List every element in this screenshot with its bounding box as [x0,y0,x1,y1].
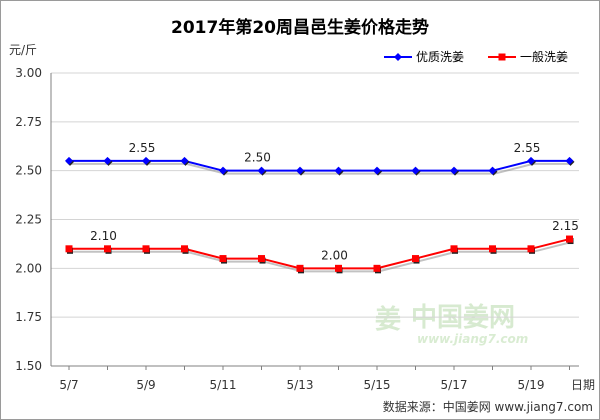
data-point [411,166,420,175]
data-point [450,166,458,175]
data-point [142,245,150,253]
data-point [412,255,419,263]
y-tick-label: 2.00 [15,261,42,275]
data-point [373,264,381,272]
data-point [65,156,73,165]
x-tick-label: 5/9 [136,378,155,392]
data-label: 2.10 [90,229,117,243]
watermark: 姜 中国姜网 www.jiang7.com [375,302,528,346]
grid [51,72,579,318]
y-axis-label: 元/斤 [9,43,37,57]
watermark-logo-glyph: 姜 [375,304,401,335]
data-point [103,156,112,165]
data-point [181,245,188,253]
data-labels: 2.55 2.50 2.55 2.10 2.00 2.15 [90,141,579,262]
x-ticks: 5/7 5/9 5/11 5/13 5/15 5/17 5/19 [59,366,570,392]
data-point [334,166,343,175]
legend: 优质洗姜 一般洗姜 [384,49,568,64]
data-point [373,166,381,175]
data-label: 2.50 [244,151,271,165]
data-point [335,264,342,272]
x-tick-label: 5/7 [59,378,78,392]
data-label: 2.55 [129,141,156,155]
y-tick-label: 1.75 [15,310,42,324]
x-axis-label: 日期 [571,378,595,392]
x-tick-label: 5/13 [287,378,314,392]
x-tick-label: 5/11 [210,378,237,392]
data-point [180,156,189,165]
data-point [450,245,458,253]
data-point [219,166,227,175]
y-tick-label: 2.25 [15,213,42,227]
x-tick-label: 5/15 [364,378,391,392]
data-label: 2.55 [514,141,541,155]
data-point [258,255,265,263]
legend-marker [498,53,506,61]
series-shadow [71,162,572,175]
y-tick-label: 1.50 [15,359,42,373]
x-tick-label: 5/17 [441,378,468,392]
legend-marker [394,53,402,61]
data-point [296,166,304,175]
data-point [104,245,111,253]
data-point [257,166,266,175]
data-point [566,235,573,243]
y-tick-label: 2.75 [15,115,42,129]
data-label: 2.15 [552,219,579,233]
data-point [488,166,497,175]
series-line-1 [69,159,570,172]
data-point [489,245,496,253]
data-source: 数据来源：中国姜网 www.jiang7.com [383,399,593,414]
x-tick-label: 5/19 [518,378,545,392]
series-shadow [71,241,572,273]
legend-entry: 一般洗姜 [520,49,568,64]
series-line-2 [69,238,570,270]
data-point [65,245,73,253]
legend-entry: 优质洗姜 [416,50,464,64]
axes [50,73,579,367]
data-point [142,156,150,165]
chart-title: 2017年第20周昌邑生姜价格走势 [171,17,429,38]
data-point [527,245,535,253]
data-point [296,264,304,272]
y-ticks: 1.50 1.75 2.00 2.25 2.50 2.75 3.00 [15,66,42,373]
data-label: 2.00 [321,248,348,262]
data-point [219,255,227,263]
series-group [65,156,575,274]
y-tick-label: 2.50 [15,164,42,178]
y-tick-label: 3.00 [15,66,42,80]
watermark-url: www.jiang7.com [417,332,528,346]
data-point [527,156,535,165]
data-point [565,156,574,165]
